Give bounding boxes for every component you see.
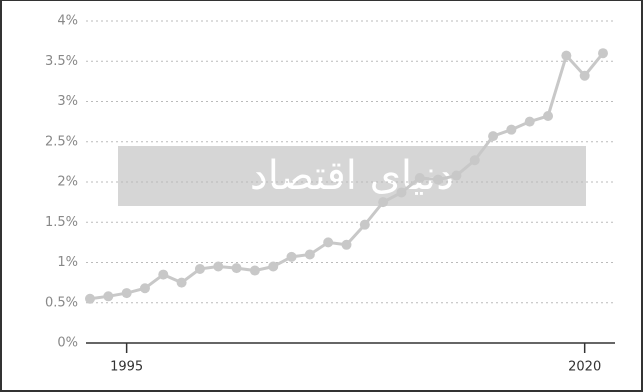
marker	[158, 269, 169, 280]
y-tick-label: 2%	[57, 175, 78, 190]
y-tick-label: 1%	[57, 255, 78, 270]
marker	[396, 187, 407, 198]
marker	[231, 263, 242, 274]
marker	[85, 293, 95, 304]
marker	[304, 249, 315, 260]
marker	[506, 124, 517, 135]
y-tick-label: 3%	[57, 94, 78, 109]
marker	[121, 288, 132, 299]
y-tick-label: 0.5%	[45, 295, 78, 310]
marker	[488, 131, 499, 142]
y-tick-label: 3.5%	[45, 54, 78, 69]
marker	[469, 155, 480, 166]
marker	[414, 172, 425, 183]
marker	[543, 110, 554, 121]
marker	[139, 283, 150, 294]
marker	[323, 237, 334, 248]
marker	[598, 48, 608, 59]
marker	[103, 291, 114, 302]
marker	[378, 197, 389, 208]
marker	[213, 261, 224, 272]
marker	[176, 277, 187, 288]
y-tick-label: 2.5%	[45, 134, 78, 149]
marker	[561, 50, 572, 61]
marker	[341, 239, 352, 250]
marker	[268, 261, 279, 272]
y-tick-label: 1.5%	[45, 215, 78, 230]
marker	[451, 170, 462, 181]
marker	[579, 70, 590, 81]
y-tick-label: 4%	[57, 14, 78, 29]
y-tick-label: 0%	[57, 336, 78, 351]
marker	[286, 251, 297, 262]
x-tick-label: 1995	[110, 360, 143, 375]
x-tick-label: 2020	[568, 360, 601, 375]
marker	[249, 265, 260, 276]
marker	[194, 263, 205, 274]
marker	[433, 174, 444, 185]
marker	[359, 219, 370, 230]
marker	[524, 116, 535, 127]
watermark-box	[118, 146, 586, 206]
